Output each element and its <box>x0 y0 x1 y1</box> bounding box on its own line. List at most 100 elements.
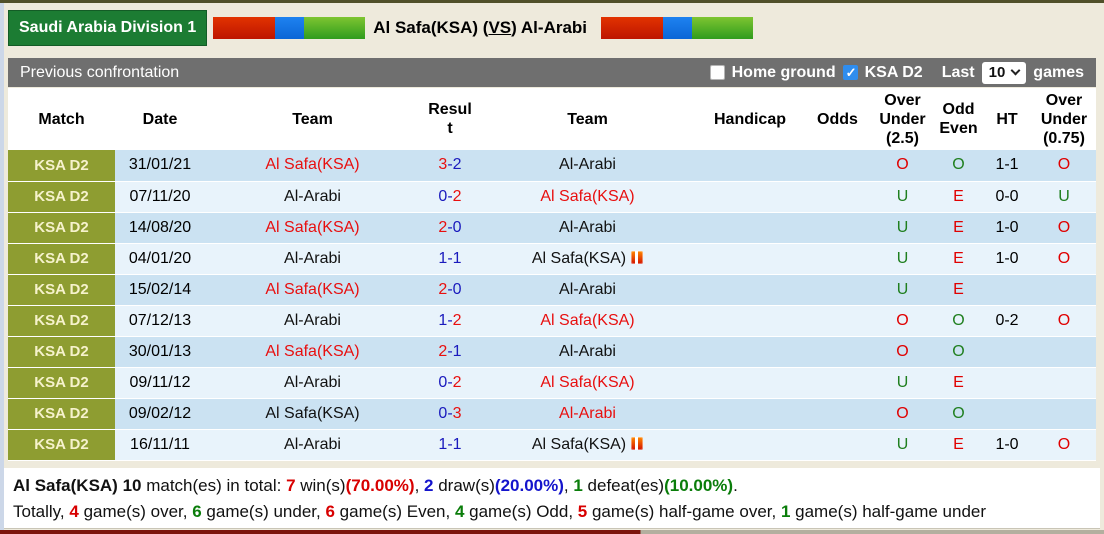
bottom-border <box>0 530 1104 534</box>
over-under-25-cell: U <box>870 243 935 275</box>
header-team1: Team <box>205 88 420 150</box>
summary-segment: 4 <box>69 502 79 521</box>
odd-even-cell: E <box>935 429 982 461</box>
color-segment-green <box>304 17 366 39</box>
summary-segment: 1 <box>780 502 791 521</box>
summary-segment: (70.00%) <box>345 476 415 495</box>
ht-cell: 1-0 <box>982 212 1032 244</box>
header-result: Resul t <box>420 88 480 150</box>
summary-segment: Totally, <box>13 502 70 521</box>
result-cell: 1-2 <box>420 305 480 337</box>
match-cell: KSA D2 <box>8 398 115 430</box>
summary-segment: 4 <box>454 502 465 521</box>
team2-cell: Al Safa(KSA) <box>480 305 695 337</box>
date-cell: 15/02/14 <box>115 274 205 306</box>
ksa-d2-checkbox[interactable] <box>842 65 858 81</box>
color-segment-red <box>213 17 276 39</box>
header-over-under-25: Over Under (2.5) <box>870 88 935 150</box>
left-border-strip <box>0 3 4 530</box>
table-header: Match Date Team Resul t Team Handicap Od… <box>8 88 1096 150</box>
date-cell: 31/01/21 <box>115 150 205 182</box>
team1-cell: Al-Arabi <box>205 243 420 275</box>
team2-cell: Al Safa(KSA) <box>480 367 695 399</box>
handicap-cell <box>695 429 805 461</box>
over-under-25-cell: U <box>870 212 935 244</box>
over-under-075-cell: O <box>1032 212 1096 244</box>
table-row: KSA D2 16/11/11 Al-Arabi 1-1 Al Safa(KSA) U E 1… <box>8 429 1096 461</box>
summary-segment: 5 <box>577 502 588 521</box>
header-date: Date <box>115 88 205 150</box>
odd-even-cell: O <box>935 398 982 430</box>
odd-even-cell: E <box>935 181 982 213</box>
odd-even-cell: O <box>935 150 982 182</box>
odd-even-cell: O <box>935 336 982 368</box>
result-cell: 1-1 <box>420 429 480 461</box>
date-cell: 07/12/13 <box>115 305 205 337</box>
over-under-075-cell: O <box>1032 305 1096 337</box>
over-under-075-cell: U <box>1032 181 1096 213</box>
odds-cell <box>805 243 870 275</box>
handicap-cell <box>695 305 805 337</box>
ksa-d2-label[interactable]: KSA D2 <box>864 63 923 81</box>
last-games-select[interactable]: 10 <box>981 61 1027 84</box>
summary-line-total: Al Safa(KSA) 10 match(es) in total: 7 wi… <box>13 473 1091 499</box>
home-ground-label[interactable]: Home ground <box>731 63 836 81</box>
odd-even-cell: O <box>935 305 982 337</box>
summary-segment: , <box>414 476 425 495</box>
over-under-25-cell: O <box>870 305 935 337</box>
result-cell: 3-2 <box>420 150 480 182</box>
match-cell: KSA D2 <box>8 367 115 399</box>
odd-even-cell: E <box>935 274 982 306</box>
summary-segment: 6 <box>192 502 202 521</box>
summary-segment: game(s) half-game over, <box>587 502 781 521</box>
handicap-cell <box>695 181 805 213</box>
team2-cell: Al-Arabi <box>480 150 695 182</box>
over-under-075-cell <box>1032 398 1096 430</box>
ht-cell <box>982 274 1032 306</box>
over-under-075-cell <box>1032 274 1096 306</box>
handicap-cell <box>695 367 805 399</box>
odds-cell <box>805 212 870 244</box>
team2-cell: Al-Arabi <box>480 274 695 306</box>
odds-cell <box>805 429 870 461</box>
handicap-cell <box>695 274 805 306</box>
match-cell: KSA D2 <box>8 150 115 182</box>
match-cell: KSA D2 <box>8 274 115 306</box>
table-row: KSA D2 07/11/20 Al-Arabi 0-2 Al Safa(KSA) U E 0… <box>8 181 1096 213</box>
home-ground-checkbox[interactable] <box>709 65 725 80</box>
table-row: KSA D2 07/12/13 Al-Arabi 1-2 Al Safa(KSA) O O 0… <box>8 305 1096 337</box>
ht-cell: 1-0 <box>982 429 1032 461</box>
ht-cell <box>982 336 1032 368</box>
summary-segment: game(s) Odd, <box>464 502 578 521</box>
match-cell: KSA D2 <box>8 429 115 461</box>
header-team2: Team <box>480 88 695 150</box>
over-under-075-cell <box>1032 367 1096 399</box>
summary-footer: Al Safa(KSA) 10 match(es) in total: 7 wi… <box>4 468 1100 529</box>
result-cell: 0-3 <box>420 398 480 430</box>
odds-cell <box>805 181 870 213</box>
team1-cell: Al-Arabi <box>205 429 420 461</box>
result-cell: 2-0 <box>420 274 480 306</box>
summary-segment: (10.00%) <box>664 476 734 495</box>
over-under-25-cell: U <box>870 274 935 306</box>
table-row: KSA D2 09/02/12 Al Safa(KSA) 0-3 Al-Arabi O O <box>8 398 1096 430</box>
table-row: KSA D2 14/08/20 Al Safa(KSA) 2-0 Al-Arabi U E 1… <box>8 212 1096 244</box>
over-under-075-cell: O <box>1032 150 1096 182</box>
header-odds: Odds <box>805 88 870 150</box>
title-home-team: Al Safa(KSA) ( <box>373 18 489 37</box>
result-cell: 0-2 <box>420 181 480 213</box>
match-cell: KSA D2 <box>8 305 115 337</box>
vs-label: VS <box>488 18 512 37</box>
handicap-cell <box>695 398 805 430</box>
ht-cell <box>982 398 1032 430</box>
odds-cell <box>805 274 870 306</box>
odd-even-cell: E <box>935 367 982 399</box>
over-under-25-cell: O <box>870 336 935 368</box>
header-odd-even: Odd Even <box>935 88 982 150</box>
summary-segment: 7 <box>286 476 296 495</box>
result-cell: 2-1 <box>420 336 480 368</box>
last-label: Last <box>941 63 975 81</box>
card-icon <box>631 436 644 450</box>
chevron-down-icon <box>1010 65 1021 76</box>
summary-segment: Al Safa(KSA) <box>13 476 123 495</box>
